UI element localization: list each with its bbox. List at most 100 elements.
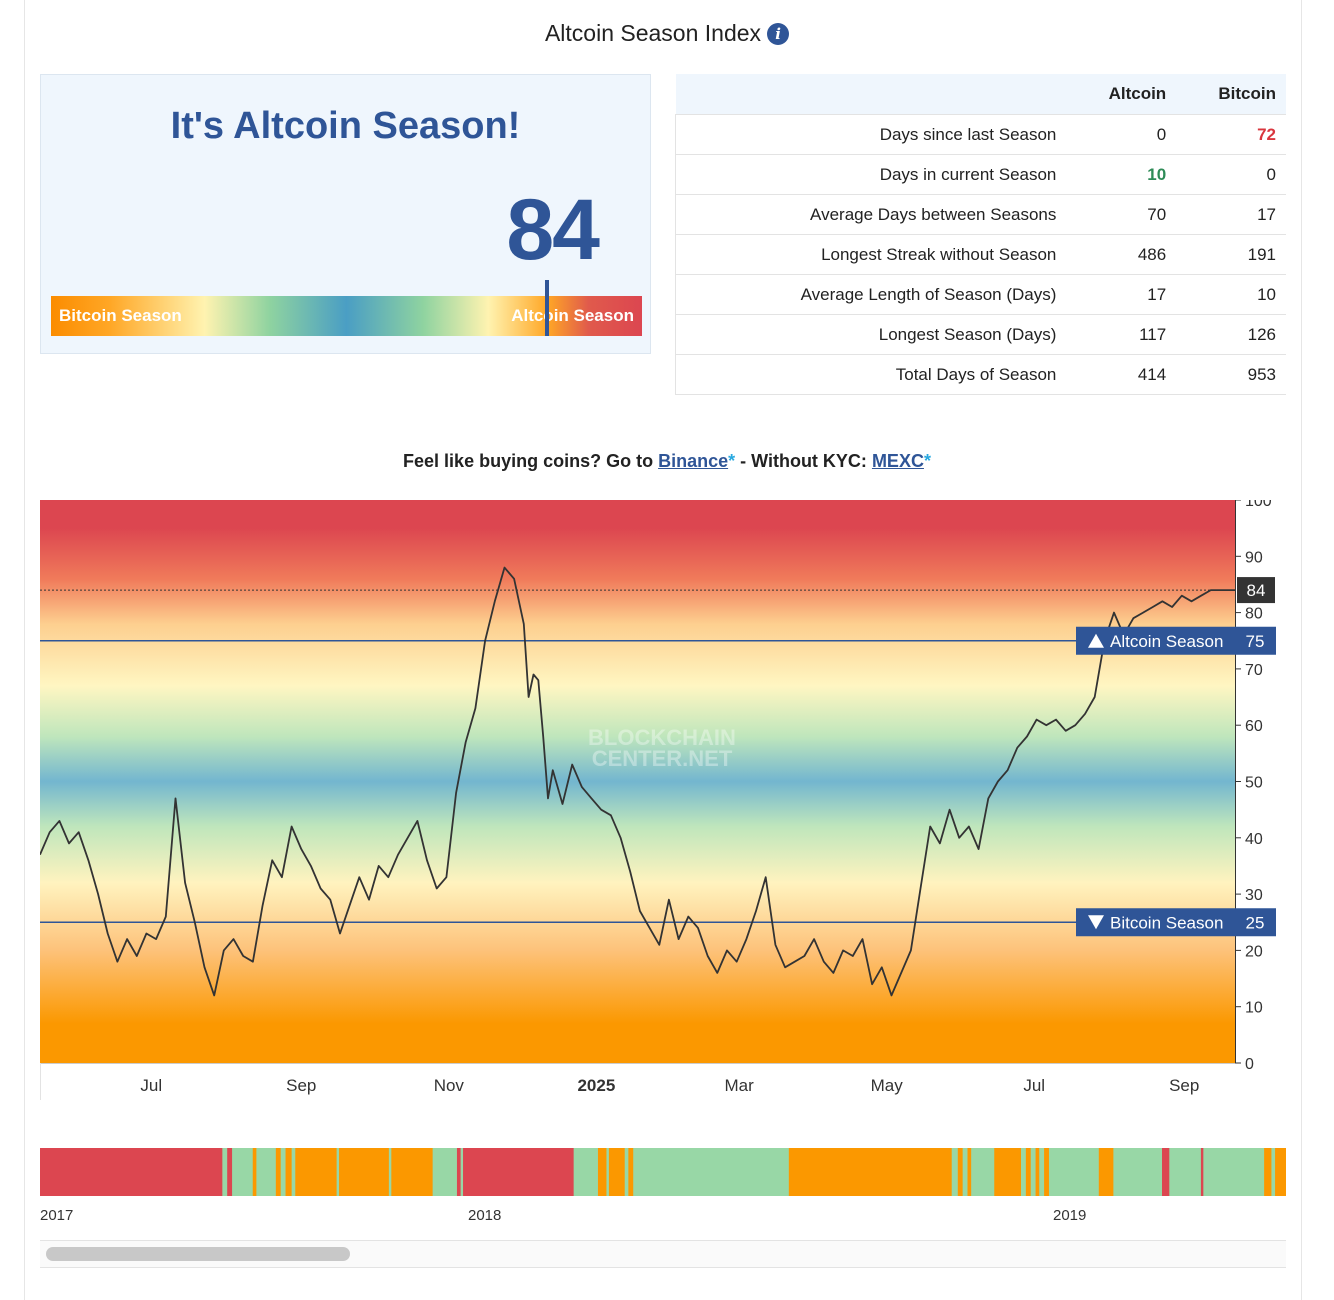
stats-row: Days in current Season 10 0 [675, 154, 1286, 195]
season-segment-neutral [336, 1148, 340, 1196]
y-tick-label: 50 [1245, 775, 1263, 792]
mexc-link[interactable]: MEXC [871, 451, 924, 471]
season-segment-neutral [291, 1148, 296, 1196]
season-segment-altcoin [391, 1148, 434, 1196]
x-tick-label: May [871, 1076, 904, 1095]
season-segment-altcoin [1025, 1148, 1032, 1196]
y-tick-label: 100 [1245, 500, 1272, 510]
history-scrollbar[interactable] [40, 1240, 1286, 1268]
y-tick-label: 70 [1245, 662, 1263, 679]
stats-row-label: Average Days between Seasons [675, 194, 1067, 235]
binance-link[interactable]: Binance [658, 451, 729, 471]
binance-asterisk: * [728, 451, 736, 471]
season-segment-neutral [573, 1148, 599, 1196]
stats-header-row: Altcoin Bitcoin [675, 74, 1286, 115]
x-tick-label: Mar [724, 1076, 754, 1095]
page-title-text: Altcoin Season Index [544, 20, 762, 46]
chart-background [40, 500, 1235, 1063]
season-status-panel: It's Altcoin Season! 84 Bitcoin Season A… [40, 74, 651, 354]
exchange-promo: Feel like buying coins? Go to Binance* -… [0, 451, 1334, 472]
history-x-tick-label: 2019 [1053, 1207, 1086, 1224]
stats-row: Days since last Season 0 72 [675, 114, 1286, 155]
threshold-label-box [1076, 908, 1276, 937]
season-segment-altcoin [957, 1148, 964, 1196]
season-gradient-bar: Bitcoin Season Altcoin Season [51, 280, 642, 336]
stats-bitcoin-value: 17 [1176, 194, 1286, 235]
season-segment-altcoin [1275, 1148, 1286, 1196]
season-segment-neutral [971, 1148, 995, 1196]
stats-header-altcoin: Altcoin [1066, 74, 1177, 115]
season-segment-neutral [432, 1148, 458, 1196]
season-segment-bitcoin [40, 1148, 223, 1196]
stats-altcoin-value: 414 [1066, 354, 1177, 395]
stats-row-label: Longest Streak without Season [675, 234, 1067, 275]
stats-altcoin-value: 117 [1066, 314, 1177, 355]
season-segment-altcoin [788, 1148, 953, 1196]
y-tick-label: 90 [1245, 549, 1263, 566]
bitcoin-season-threshold-label: Bitcoin Season 25 [1076, 908, 1276, 937]
stats-row: Total Days of Season 414 953 [675, 354, 1286, 395]
season-segment-neutral [606, 1148, 610, 1196]
stats-row: Longest Season (Days) 117 126 [675, 314, 1286, 355]
stats-altcoin-value: 486 [1066, 234, 1177, 275]
x-tick-label: Jul [1023, 1076, 1045, 1095]
y-tick-label: 10 [1245, 1000, 1263, 1017]
season-segment-neutral [1030, 1148, 1037, 1196]
season-segment-altcoin [285, 1148, 293, 1196]
stats-row-label: Average Length of Season (Days) [675, 274, 1067, 315]
stats-bitcoin-value: 0 [1176, 154, 1286, 195]
mexc-asterisk: * [923, 451, 931, 471]
season-segment-bitcoin [463, 1148, 575, 1196]
season-segment-neutral [256, 1148, 277, 1196]
season-segment-altcoin [252, 1148, 257, 1196]
threshold-label-box [1076, 626, 1276, 655]
stats-row: Longest Streak without Season 486 191 [675, 234, 1286, 275]
y-tick-label: 0 [1245, 1056, 1254, 1073]
season-segment-altcoin [1035, 1148, 1040, 1196]
season-segment-neutral [388, 1148, 392, 1196]
season-segment-altcoin [608, 1148, 626, 1196]
x-tick-label: Nov [434, 1076, 465, 1095]
season-segment-bitcoin [456, 1148, 462, 1196]
scrollbar-thumb[interactable] [46, 1247, 350, 1261]
index-marker [545, 280, 550, 336]
season-segment-bitcoin [1162, 1148, 1170, 1196]
altcoin-season-threshold-label: Altcoin Season 75 [1076, 626, 1276, 655]
stats-altcoin-value: 0 [1066, 114, 1177, 155]
season-segment-altcoin [295, 1148, 338, 1196]
info-icon[interactable]: i [767, 23, 790, 45]
index-series-line [40, 566, 1235, 997]
stats-row-label: Days since last Season [675, 114, 1067, 155]
stats-altcoin-value: 17 [1066, 274, 1177, 315]
stats-row-label: Longest Season (Days) [675, 314, 1067, 355]
season-segment-neutral [1021, 1148, 1027, 1196]
season-segment-neutral [1169, 1148, 1202, 1196]
current-value-label: 84 [1247, 581, 1266, 600]
season-segment-bitcoin [227, 1148, 233, 1196]
season-segment-altcoin [1098, 1148, 1114, 1196]
threshold-label-text: Altcoin Season [1110, 632, 1223, 651]
season-segment-altcoin [339, 1148, 390, 1196]
stats-bitcoin-value: 191 [1176, 234, 1286, 275]
arrow-up-icon [1088, 633, 1104, 648]
x-tick-label: Jul [140, 1076, 162, 1095]
threshold-label-value: 75 [1246, 632, 1265, 651]
stats-bitcoin-value: 953 [1176, 354, 1286, 395]
season-stats-table: Altcoin Bitcoin Days since last Season 0… [675, 74, 1286, 395]
watermark-line-1: BLOCKCHAIN [588, 725, 736, 750]
season-segment-neutral [1048, 1148, 1100, 1196]
bitcoin-season-label: Bitcoin Season [59, 306, 182, 325]
stats-altcoin-value: 10 [1066, 154, 1177, 195]
season-segment-neutral [1113, 1148, 1163, 1196]
stats-row: Average Days between Seasons 70 17 [675, 194, 1286, 235]
season-segment-neutral [633, 1148, 790, 1196]
stats-header-label [675, 74, 1067, 115]
x-tick-label: 2025 [577, 1076, 615, 1095]
stats-row-label: Days in current Season [675, 154, 1067, 195]
season-segment-neutral [222, 1148, 228, 1196]
season-segment-altcoin [1264, 1148, 1273, 1196]
season-history-bar[interactable]: 2017 2018 2019 [40, 1148, 1286, 1232]
x-tick-label: Sep [1169, 1076, 1199, 1095]
season-segment-neutral [624, 1148, 629, 1196]
